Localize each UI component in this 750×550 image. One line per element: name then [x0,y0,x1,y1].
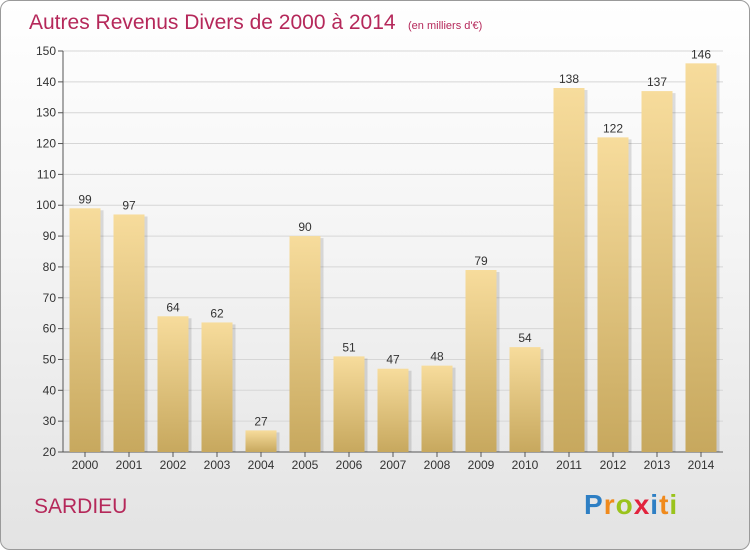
bar-value-label: 48 [430,350,444,364]
bar [421,365,453,452]
bar [509,347,541,452]
brand-letter: x [633,489,651,520]
bar-value-label: 27 [254,414,268,428]
y-tick-label: 30 [43,414,57,428]
x-tick-label: 2006 [336,458,363,472]
brand-logo: Proxiti [584,489,678,521]
x-tick-label: 2003 [204,458,231,472]
y-tick-label: 70 [43,291,57,305]
bar-value-label: 47 [386,353,400,367]
bar-value-label: 122 [603,121,623,135]
y-tick-label: 150 [36,44,56,58]
x-tick-label: 2009 [468,458,495,472]
x-tick-label: 2000 [72,458,99,472]
brand-letter: i [650,489,660,520]
brand-letter: P [584,489,604,520]
chart-title: Autres Revenus Divers de 2000 à 2014 [29,11,396,34]
brand-letter: t [659,489,670,520]
x-tick-label: 2012 [600,458,627,472]
x-tick-label: 2004 [248,458,275,472]
bar-value-label: 90 [298,220,312,234]
x-tick-label: 2010 [512,458,539,472]
bar [641,91,673,452]
brand-letter: r [603,489,616,520]
bar-value-label: 79 [474,254,488,268]
title-row: Autres Revenus Divers de 2000 à 2014 (en… [29,11,482,35]
y-tick-label: 100 [36,198,56,212]
bar-value-label: 97 [122,198,136,212]
location-label: SARDIEU [34,495,128,518]
x-tick-label: 2001 [116,458,143,472]
x-tick-label: 2007 [380,458,407,472]
y-tick-label: 50 [43,352,57,366]
y-tick-label: 90 [43,229,57,243]
bar-value-label: 99 [78,192,92,206]
bar [289,236,321,452]
x-tick-label: 2011 [556,458,582,472]
bar [377,368,409,452]
y-tick-label: 120 [36,137,56,151]
x-tick-label: 2013 [644,458,671,472]
bar-value-label: 137 [647,75,667,89]
x-tick-label: 2008 [424,458,451,472]
x-tick-label: 2005 [292,458,319,472]
y-tick-label: 80 [43,260,57,274]
x-tick-label: 2002 [160,458,187,472]
y-tick-label: 140 [36,75,56,89]
bar-value-label: 138 [559,72,579,86]
y-tick-label: 20 [43,445,57,459]
bar-value-label: 146 [691,47,711,61]
bar [465,270,497,452]
bar-value-label: 51 [342,340,356,354]
bar [597,137,629,452]
bar-value-label: 62 [210,306,224,320]
bar [113,214,145,452]
bar [201,322,233,452]
x-tick-label: 2014 [688,458,715,472]
y-tick-label: 110 [37,167,56,181]
bar [553,88,585,452]
bar [685,63,717,452]
y-tick-label: 130 [36,106,56,120]
y-tick-label: 60 [43,322,57,336]
y-tick-label: 40 [43,383,57,397]
brand-letter: i [669,489,679,520]
bar [333,356,365,452]
bar [245,430,277,452]
bar [157,316,189,452]
bar-value-label: 64 [166,300,180,314]
brand-letter: o [615,489,634,520]
bar [69,208,101,452]
bar-value-label: 54 [518,331,532,345]
chart-unit: (en milliers d'€) [408,20,483,32]
